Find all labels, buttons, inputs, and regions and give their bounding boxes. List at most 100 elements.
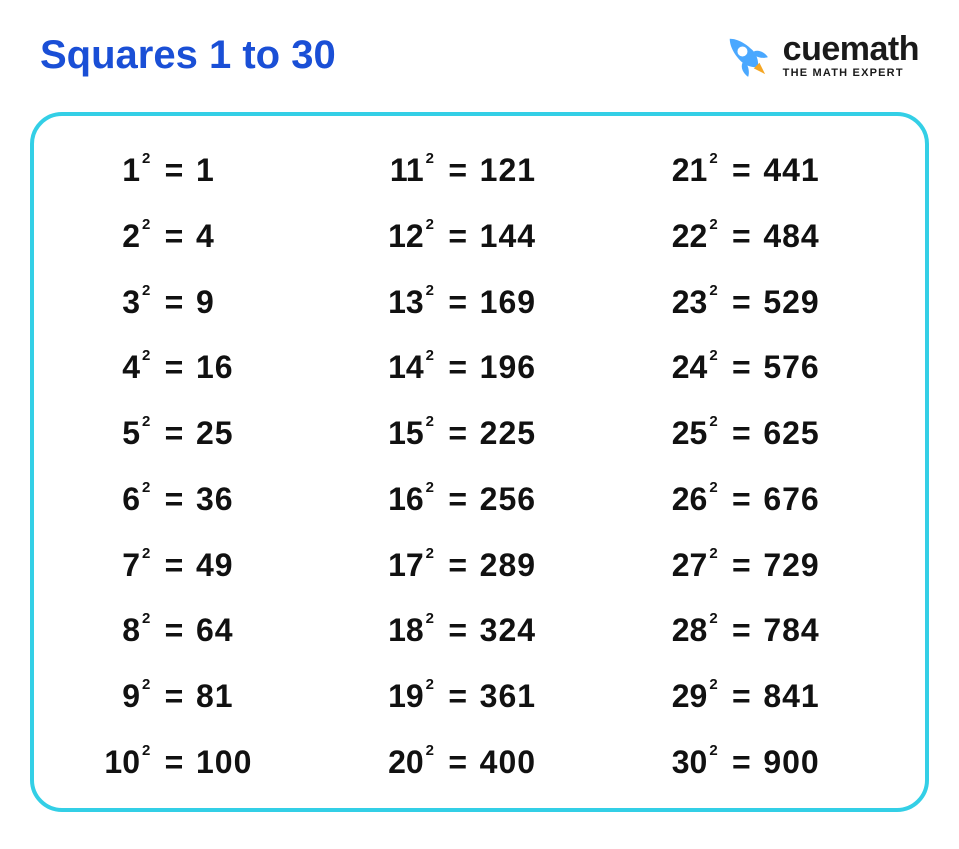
base-number: 15	[388, 417, 424, 449]
square-value: 16	[196, 351, 234, 383]
base-wrap: 12	[358, 220, 424, 252]
square-value: 121	[480, 154, 536, 186]
exponent: 2	[142, 283, 152, 298]
equals-sign: =	[152, 417, 196, 449]
square-value: 324	[480, 614, 536, 646]
brand-name: cuemath	[783, 32, 919, 66]
base-number: 8	[122, 614, 140, 646]
exponent: 2	[709, 677, 719, 692]
square-value: 361	[480, 680, 536, 712]
base-number: 21	[672, 154, 708, 186]
equals-sign: =	[436, 220, 480, 252]
base-wrap: 6	[74, 483, 140, 515]
equals-sign: =	[152, 746, 196, 778]
base-wrap: 19	[358, 680, 424, 712]
base-number: 3	[122, 286, 140, 318]
squares-column: 212=441222=484232=529242=576252=625262=6…	[621, 154, 905, 778]
square-row: 62=36	[74, 483, 318, 515]
square-row: 52=25	[74, 417, 318, 449]
equals-sign: =	[152, 220, 196, 252]
square-value: 784	[763, 614, 819, 646]
square-row: 282=784	[641, 614, 885, 646]
equals-sign: =	[719, 483, 763, 515]
square-value: 196	[480, 351, 536, 383]
square-row: 72=49	[74, 549, 318, 581]
square-value: 36	[196, 483, 234, 515]
base-wrap: 28	[641, 614, 707, 646]
base-number: 24	[672, 351, 708, 383]
content-panel: 12=122=432=942=1652=2562=3672=4982=6492=…	[30, 112, 929, 812]
square-row: 292=841	[641, 680, 885, 712]
equals-sign: =	[436, 746, 480, 778]
square-row: 262=676	[641, 483, 885, 515]
exponent: 2	[426, 677, 436, 692]
square-value: 400	[480, 746, 536, 778]
square-row: 232=529	[641, 286, 885, 318]
equals-sign: =	[436, 286, 480, 318]
base-number: 4	[122, 351, 140, 383]
square-row: 22=4	[74, 220, 318, 252]
equals-sign: =	[436, 549, 480, 581]
square-value: 900	[763, 746, 819, 778]
exponent: 2	[426, 480, 436, 495]
base-wrap: 21	[641, 154, 707, 186]
base-wrap: 29	[641, 680, 707, 712]
exponent: 2	[426, 151, 436, 166]
base-number: 19	[388, 680, 424, 712]
header: Squares 1 to 30 cuemath THE MATH EXPERT	[0, 0, 959, 94]
base-number: 18	[388, 614, 424, 646]
exponent: 2	[709, 546, 719, 561]
exponent: 2	[142, 217, 152, 232]
square-row: 192=361	[358, 680, 602, 712]
base-number: 27	[672, 549, 708, 581]
brand-text: cuemath THE MATH EXPERT	[783, 32, 919, 79]
square-value: 576	[763, 351, 819, 383]
base-wrap: 24	[641, 351, 707, 383]
equals-sign: =	[436, 351, 480, 383]
square-value: 529	[763, 286, 819, 318]
base-number: 11	[390, 154, 424, 186]
base-number: 17	[388, 549, 424, 581]
base-number: 29	[672, 680, 708, 712]
base-wrap: 14	[358, 351, 424, 383]
base-number: 25	[672, 417, 708, 449]
base-wrap: 15	[358, 417, 424, 449]
base-number: 12	[388, 220, 424, 252]
square-row: 242=576	[641, 351, 885, 383]
base-number: 23	[672, 286, 708, 318]
equals-sign: =	[436, 614, 480, 646]
base-number: 26	[672, 483, 708, 515]
base-wrap: 23	[641, 286, 707, 318]
exponent: 2	[426, 546, 436, 561]
base-wrap: 30	[641, 746, 707, 778]
square-value: 25	[196, 417, 234, 449]
base-number: 28	[672, 614, 708, 646]
base-wrap: 16	[358, 483, 424, 515]
base-wrap: 10	[74, 746, 140, 778]
square-row: 102=100	[74, 746, 318, 778]
square-value: 729	[763, 549, 819, 581]
base-wrap: 9	[74, 680, 140, 712]
exponent: 2	[142, 611, 152, 626]
exponent: 2	[426, 611, 436, 626]
base-wrap: 20	[358, 746, 424, 778]
base-number: 5	[122, 417, 140, 449]
square-value: 4	[196, 220, 215, 252]
squares-column: 112=121122=144132=169142=196152=225162=2…	[338, 154, 622, 778]
base-number: 10	[104, 746, 140, 778]
exponent: 2	[709, 283, 719, 298]
base-number: 9	[122, 680, 140, 712]
square-row: 302=900	[641, 746, 885, 778]
exponent: 2	[142, 677, 152, 692]
equals-sign: =	[152, 154, 196, 186]
square-row: 182=324	[358, 614, 602, 646]
equals-sign: =	[719, 286, 763, 318]
square-row: 132=169	[358, 286, 602, 318]
equals-sign: =	[719, 154, 763, 186]
base-number: 1	[122, 154, 140, 186]
rocket-icon	[719, 28, 773, 82]
base-wrap: 27	[641, 549, 707, 581]
squares-grid: 12=122=432=942=1652=2562=3672=4982=6492=…	[54, 154, 905, 778]
base-number: 22	[672, 220, 708, 252]
page-title: Squares 1 to 30	[40, 33, 336, 78]
